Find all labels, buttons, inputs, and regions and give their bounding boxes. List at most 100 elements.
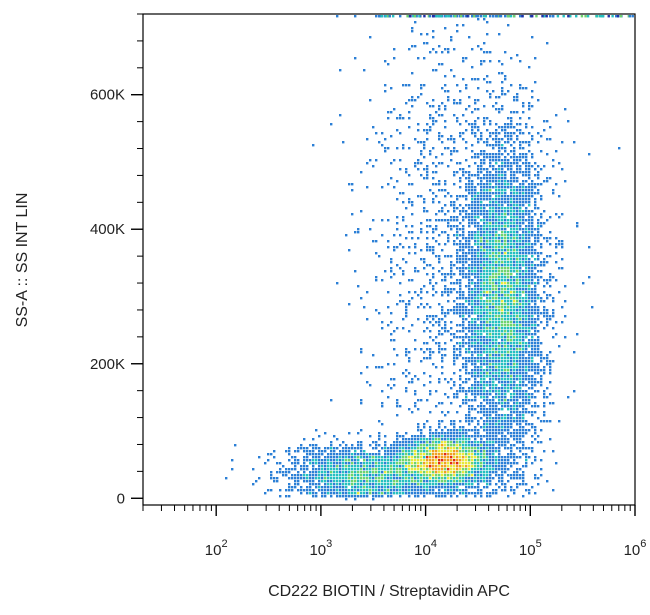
event-dot [447, 444, 450, 447]
event-dot [489, 417, 492, 420]
event-dot [489, 144, 492, 147]
event-dot [426, 138, 429, 141]
event-dot [477, 15, 480, 18]
event-dot [555, 246, 558, 249]
event-dot [501, 183, 504, 186]
event-dot [441, 459, 444, 462]
event-dot [507, 246, 510, 249]
event-dot [312, 462, 315, 465]
event-dot [489, 153, 492, 156]
event-dot [543, 405, 546, 408]
event-dot [312, 477, 315, 480]
event-dot [423, 177, 426, 180]
event-dot [450, 447, 453, 450]
event-dot [483, 477, 486, 480]
event-dot [477, 372, 480, 375]
event-dot [381, 468, 384, 471]
event-dot [528, 267, 531, 270]
event-dot [477, 300, 480, 303]
event-dot [498, 138, 501, 141]
event-dot [480, 459, 483, 462]
event-dot [300, 465, 303, 468]
event-dot [354, 498, 357, 501]
event-dot [480, 390, 483, 393]
event-dot [468, 474, 471, 477]
event-dot [465, 183, 468, 186]
event-dot [525, 336, 528, 339]
event-dot [417, 441, 420, 444]
event-dot [510, 447, 513, 450]
event-dot [501, 159, 504, 162]
event-dot [477, 351, 480, 354]
event-dot [510, 465, 513, 468]
event-dot [477, 117, 480, 120]
event-dot [462, 483, 465, 486]
event-dot [438, 162, 441, 165]
event-dot [489, 342, 492, 345]
event-dot [468, 387, 471, 390]
event-dot [489, 375, 492, 378]
event-dot [477, 423, 480, 426]
event-dot [339, 480, 342, 483]
event-dot [411, 45, 414, 48]
event-dot [441, 291, 444, 294]
event-dot [501, 375, 504, 378]
event-dot [465, 432, 468, 435]
event-dot [309, 486, 312, 489]
event-dot [375, 444, 378, 447]
event-dot [459, 102, 462, 105]
event-dot [483, 273, 486, 276]
event-dot [483, 177, 486, 180]
event-dot [492, 216, 495, 219]
event-dot [435, 342, 438, 345]
event-dot [513, 318, 516, 321]
event-dot [363, 462, 366, 465]
event-dot [501, 420, 504, 423]
event-dot [540, 381, 543, 384]
event-dot [465, 309, 468, 312]
event-dot [411, 489, 414, 492]
event-dot [396, 147, 399, 150]
event-dot [525, 312, 528, 315]
event-dot [516, 351, 519, 354]
event-dot [348, 462, 351, 465]
event-dot [432, 471, 435, 474]
event-dot [399, 471, 402, 474]
event-dot [525, 180, 528, 183]
event-dot [474, 291, 477, 294]
event-dot [486, 486, 489, 489]
event-dot [450, 159, 453, 162]
event-dot [483, 396, 486, 399]
event-dot [522, 180, 525, 183]
event-dot [507, 345, 510, 348]
event-dot [522, 453, 525, 456]
event-dot [456, 312, 459, 315]
plot-frame [142, 13, 636, 506]
event-dot [522, 318, 525, 321]
event-dot [453, 264, 456, 267]
event-dot [537, 252, 540, 255]
event-dot [408, 357, 411, 360]
event-dot [351, 468, 354, 471]
event-dot [492, 282, 495, 285]
event-dot [366, 186, 369, 189]
event-dot [471, 201, 474, 204]
event-dot [390, 477, 393, 480]
event-dot [453, 225, 456, 228]
event-dot [519, 129, 522, 132]
event-dot [468, 225, 471, 228]
event-dot [489, 405, 492, 408]
event-dot [450, 339, 453, 342]
event-dot [519, 309, 522, 312]
event-dot [528, 282, 531, 285]
event-dot [516, 222, 519, 225]
event-dot [285, 468, 288, 471]
event-dot [360, 456, 363, 459]
event-dot [534, 57, 537, 60]
event-dot [492, 309, 495, 312]
event-dot [468, 348, 471, 351]
event-dot [345, 495, 348, 498]
event-dot [399, 465, 402, 468]
event-dot [528, 261, 531, 264]
event-dot [498, 237, 501, 240]
